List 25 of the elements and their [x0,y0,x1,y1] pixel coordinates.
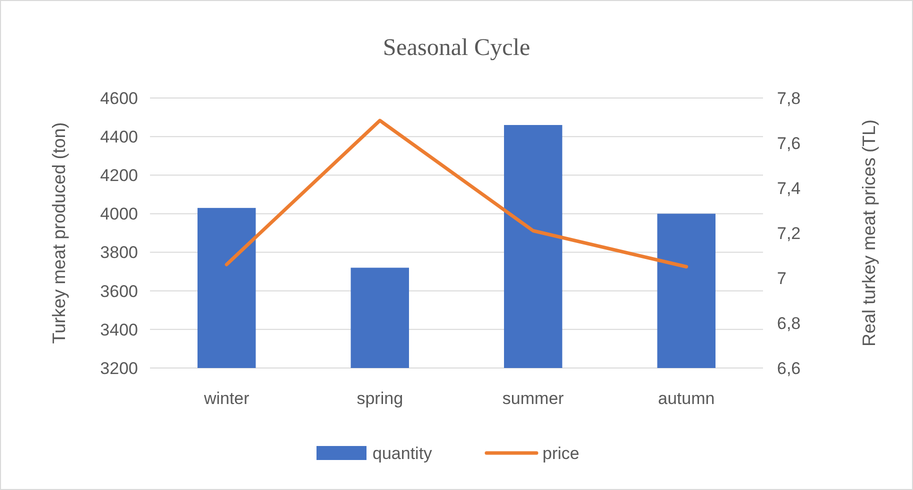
y2-tick-label: 7,2 [777,224,801,243]
y2-tick-label: 6,8 [777,314,801,333]
y-tick-label: 4000 [100,204,138,224]
chart-title: Seasonal Cycle [382,35,530,61]
y2-tick-label: 7,4 [777,178,801,198]
x-tick-label: autumn [658,389,715,408]
legend-label: quantity [372,444,433,463]
y-tick-label: 3200 [100,358,138,378]
y-tick-label: 3600 [100,282,138,301]
x-tick-label: winter [202,389,250,408]
legend-label: price [542,444,580,463]
y-tick-label: 4600 [100,88,138,108]
y2-tick-label: 7,8 [777,88,801,108]
y2-tick-label: 6,6 [777,358,801,378]
y-axis-title: Turkey meat produced (ton) [49,122,69,344]
y2-tick-label: 7 [777,268,786,288]
y-tick-label: 4200 [100,166,138,186]
y2-axis-title: Real turkey meat prices (TL) [859,119,879,347]
y-tick-label: 3800 [100,243,138,262]
y-tick-label: 4400 [100,128,138,147]
x-tick-label: spring [356,389,404,408]
x-tick-label: summer [502,389,564,408]
line-series [224,118,688,268]
y2-tick-label: 7,6 [777,134,801,153]
y-tick-label: 3400 [100,320,138,340]
